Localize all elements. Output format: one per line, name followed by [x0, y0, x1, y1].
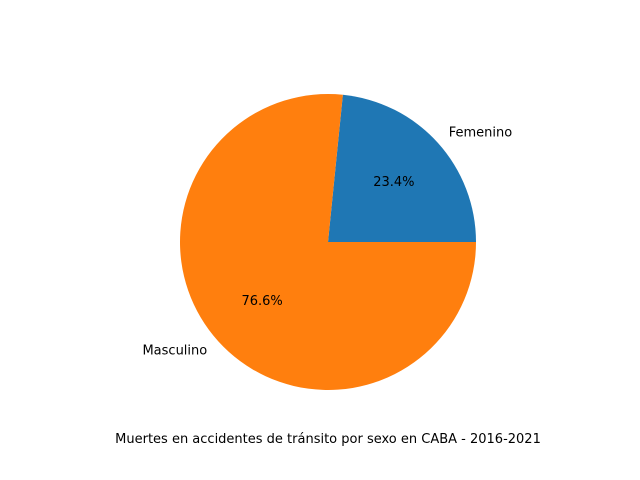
- chart-caption: Muertes en accidentes de tránsito por se…: [115, 432, 541, 447]
- pie-labels: Femenino 23.4% Masculino 76.6%: [142, 125, 512, 358]
- pie-slices: [180, 94, 477, 390]
- slice-pct-label-femenino: 23.4%: [373, 175, 414, 190]
- slice-pct-label-masculino: 76.6%: [241, 294, 282, 309]
- pie-slice-femenino: [328, 94, 476, 242]
- slice-label-masculino: Masculino: [142, 344, 207, 359]
- slice-label-femenino: Femenino: [449, 125, 513, 140]
- pie-slice-masculino: [180, 94, 477, 390]
